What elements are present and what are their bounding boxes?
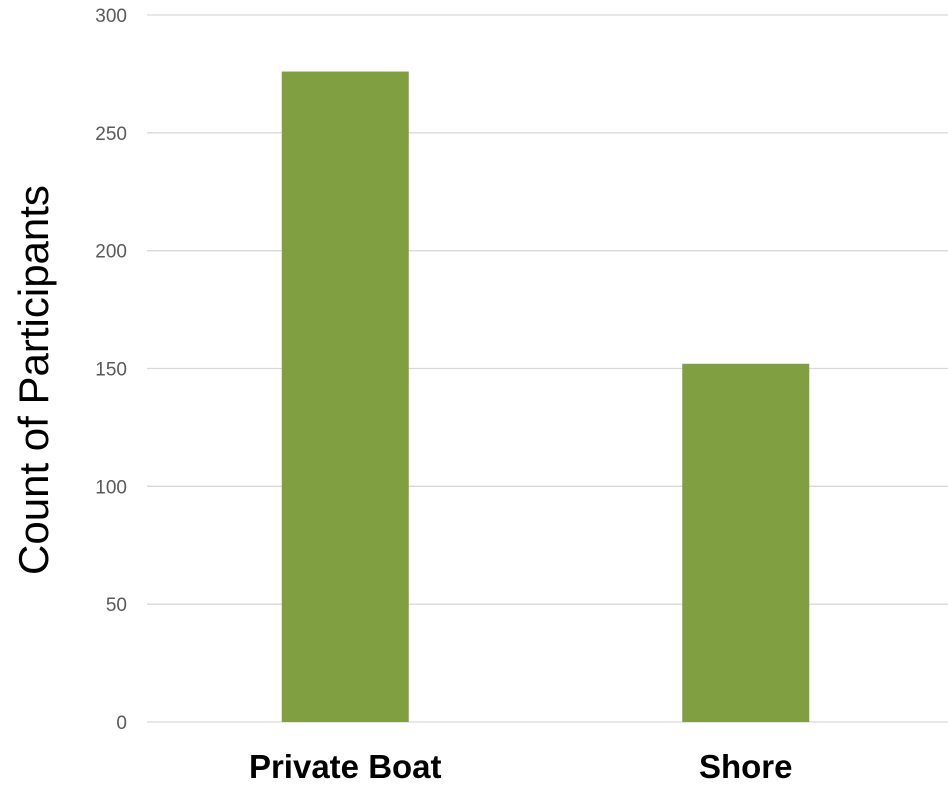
y-axis-title: Count of Participants bbox=[10, 185, 57, 575]
y-tick-labels: 0 50 100 150 200 250 300 bbox=[95, 6, 127, 734]
y-tick-label: 250 bbox=[95, 124, 127, 145]
y-tick-label: 300 bbox=[95, 6, 127, 27]
bar-private-boat bbox=[281, 71, 409, 722]
gridlines bbox=[147, 14, 948, 723]
y-tick-label: 150 bbox=[95, 360, 127, 381]
y-tick-label: 50 bbox=[106, 595, 127, 616]
y-tick-label: 0 bbox=[116, 713, 127, 734]
y-tick-label: 200 bbox=[95, 242, 127, 263]
bars bbox=[281, 71, 810, 722]
bar-shore bbox=[682, 363, 810, 722]
x-category-label: Shore bbox=[699, 748, 793, 785]
x-category-labels: Private Boat Shore bbox=[249, 748, 793, 785]
y-tick-label: 100 bbox=[95, 477, 127, 498]
x-category-label: Private Boat bbox=[249, 748, 442, 785]
